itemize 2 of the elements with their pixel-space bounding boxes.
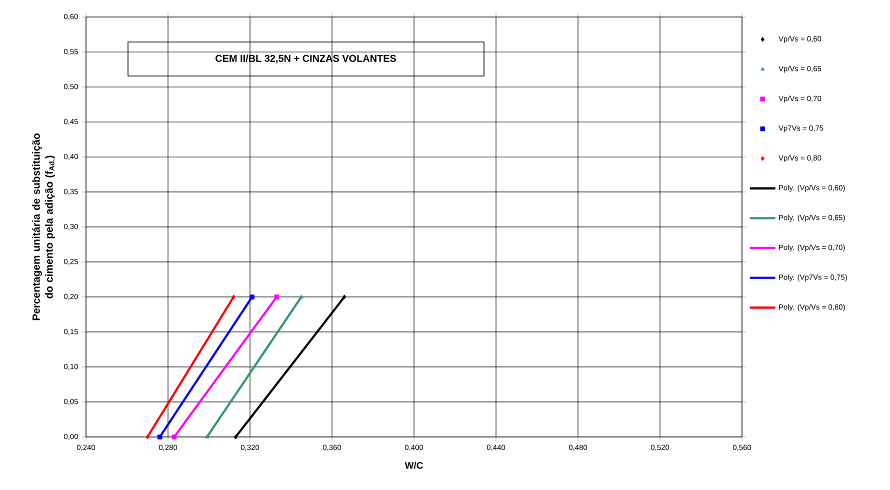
- x-axis-title: W/C: [404, 462, 423, 469]
- y-axis-title: Percentagem unitária de substituição do cimento pela adição (f$_{Ad.}$): [32, 134, 55, 320]
